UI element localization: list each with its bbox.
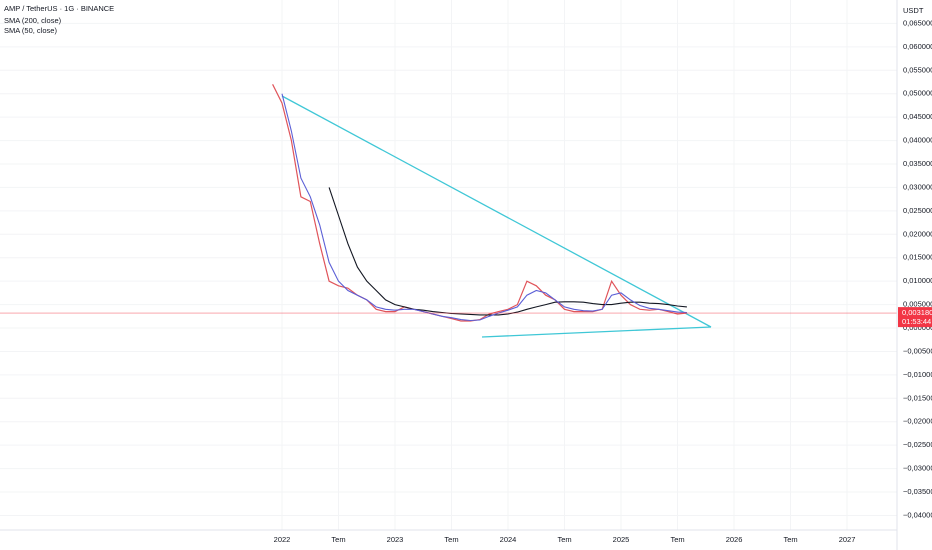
- x-tick-label: Tem: [670, 535, 684, 544]
- y-tick-label: 0,040000: [903, 136, 932, 145]
- y-tick-label: 0,065000: [903, 18, 932, 27]
- y-tick-label: 0,000000: [903, 323, 932, 332]
- legend-title: AMP / TetherUS · 1G · BINANCE: [4, 4, 114, 13]
- y-tick-label: −0,020000: [903, 417, 932, 426]
- y-tick-label: −0,040000: [903, 510, 932, 519]
- y-tick-label: 0,020000: [903, 229, 932, 238]
- x-tick-label: 2026: [726, 535, 743, 544]
- x-tick-label: Tem: [783, 535, 797, 544]
- y-tick-label: −0,025000: [903, 440, 932, 449]
- trendline-lower: [481, 326, 712, 338]
- series-line: [328, 187, 687, 316]
- y-tick-label: −0,035000: [903, 487, 932, 496]
- y-tick-label: −0,030000: [903, 464, 932, 473]
- legend-entry: SMA (50, close): [4, 26, 57, 35]
- grid: [0, 0, 897, 530]
- last-price-box: [898, 307, 932, 328]
- last-price-label: 0,003180: [902, 308, 932, 317]
- plot: [0, 84, 897, 322]
- y-tick-label: 0,010000: [903, 276, 932, 285]
- y-tick-label: 0,035000: [903, 159, 932, 168]
- x-tick-label: Tem: [557, 535, 571, 544]
- axis: −0,040000 −0,035000 −0,030000 −0,025000 −0,0…: [274, 18, 932, 544]
- x-tick-label: 2025: [613, 535, 630, 544]
- x-tick-label: 2022: [274, 535, 291, 544]
- currency-label: USDT: [903, 6, 924, 15]
- y-tick-label: 0,050000: [903, 89, 932, 98]
- y-tick-label: 0,025000: [903, 206, 932, 215]
- x-tick-label: 2023: [387, 535, 404, 544]
- y-tick-label: −0,015000: [903, 393, 932, 402]
- trendline-upper: [281, 95, 712, 328]
- legend-entry: SMA (200, close): [4, 16, 62, 25]
- x-tick-label: 2027: [839, 535, 856, 544]
- series-line: [281, 93, 687, 322]
- y-tick-label: −0,010000: [903, 370, 932, 379]
- y-tick-label: −0,005000: [903, 346, 932, 355]
- x-tick-label: Tem: [444, 535, 458, 544]
- countdown-label: 01:53:44: [902, 317, 931, 326]
- y-tick-label: 0,015000: [903, 253, 932, 262]
- y-tick-label: 0,060000: [903, 42, 932, 51]
- x-tick-label: Tem: [331, 535, 345, 544]
- y-tick-label: 0,005000: [903, 300, 932, 309]
- y-tick-label: 0,030000: [903, 182, 932, 191]
- x-tick-label: 2024: [500, 535, 517, 544]
- y-tick-label: 0,045000: [903, 112, 932, 121]
- y-tick-label: 0,055000: [903, 65, 932, 74]
